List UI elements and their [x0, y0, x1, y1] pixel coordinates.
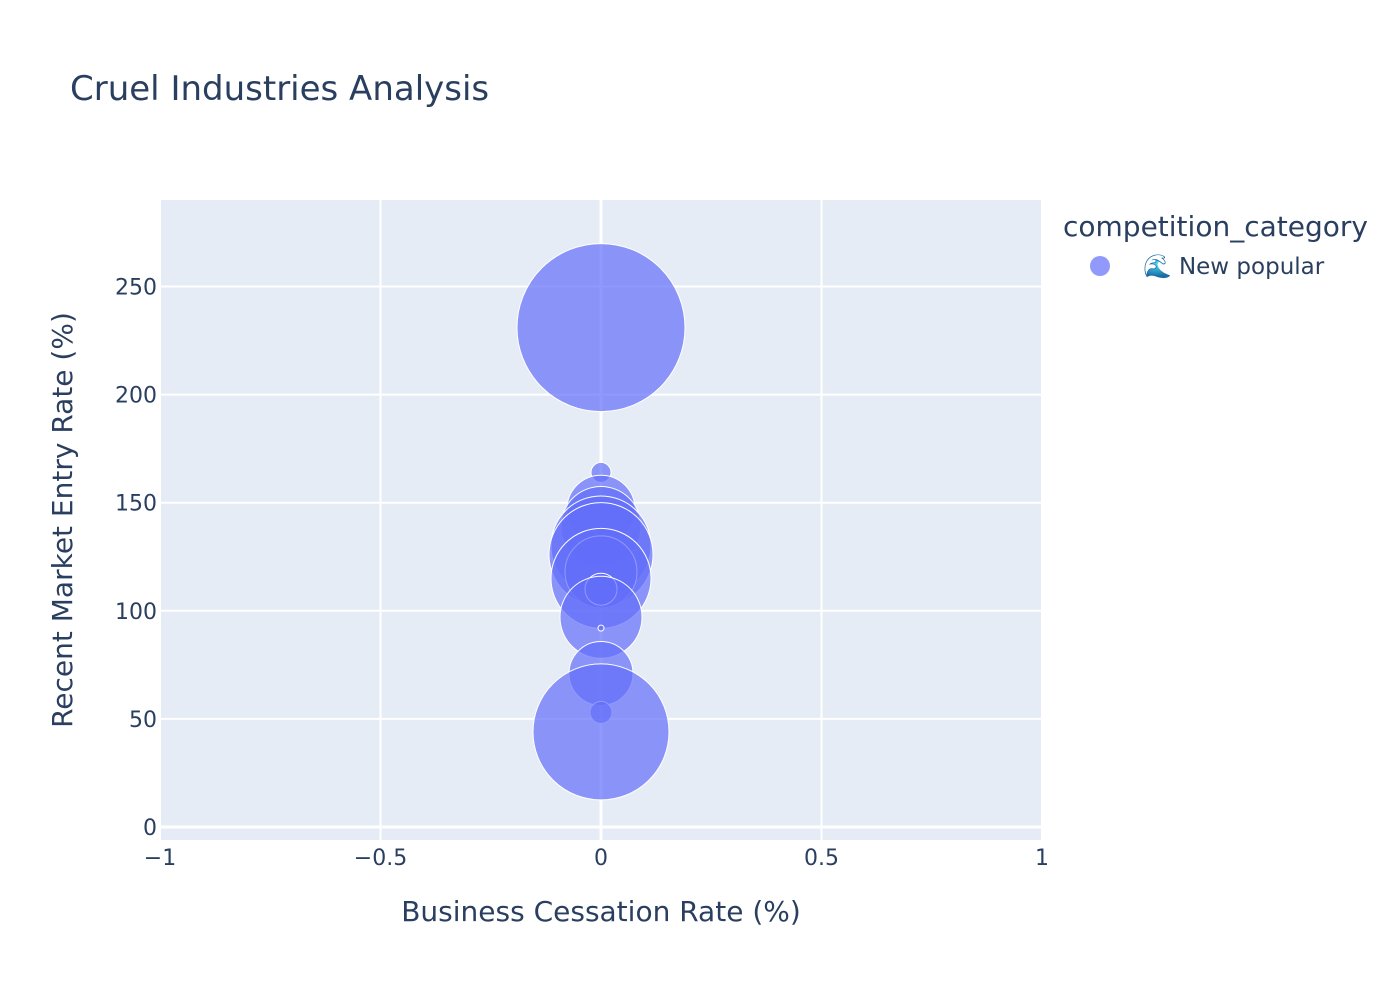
x-tick-label: 1	[1035, 846, 1049, 871]
y-tick-label: 50	[129, 708, 157, 733]
bubble-point[interactable]	[532, 663, 670, 801]
legend[interactable]: competition_category 🌊 New popular	[1063, 210, 1368, 280]
y-tick-label: 200	[115, 384, 157, 409]
legend-label[interactable]: 🌊 New popular	[1143, 253, 1325, 280]
bubble-point[interactable]	[597, 624, 605, 632]
x-axis-title: Business Cessation Rate (%)	[401, 895, 801, 928]
points-layer	[516, 243, 686, 801]
x-tick-label: −0.5	[354, 846, 407, 871]
legend-marker[interactable]	[1090, 256, 1110, 276]
y-axis-title: Recent Market Entry Rate (%)	[46, 312, 79, 728]
y-tick-label: 100	[115, 600, 157, 625]
x-tick-label: 0.5	[804, 846, 839, 871]
chart-title: Cruel Industries Analysis	[70, 69, 489, 109]
x-tick-label: −1	[144, 846, 176, 871]
tick-layer: −1 −0.5 0 0.5 1 0 50 100 150 200 250	[115, 275, 1049, 871]
y-tick-label: 0	[143, 816, 157, 841]
legend-title: competition_category	[1063, 210, 1368, 243]
y-tick-label: 150	[115, 492, 157, 517]
bubble-point[interactable]	[516, 243, 686, 413]
x-tick-label: 0	[594, 846, 608, 871]
y-tick-label: 250	[115, 275, 157, 300]
